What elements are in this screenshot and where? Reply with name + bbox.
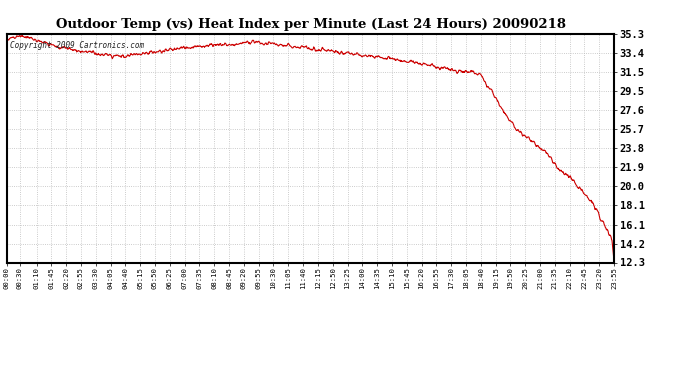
Text: Copyright 2009 Cartronics.com: Copyright 2009 Cartronics.com — [10, 40, 144, 50]
Title: Outdoor Temp (vs) Heat Index per Minute (Last 24 Hours) 20090218: Outdoor Temp (vs) Heat Index per Minute … — [55, 18, 566, 31]
